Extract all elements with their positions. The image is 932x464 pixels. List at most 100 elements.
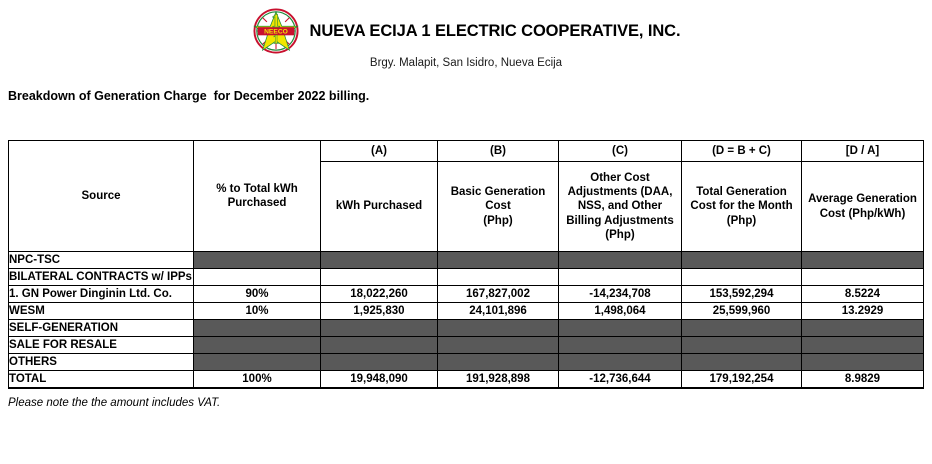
cell-basic-generation-cost: [437, 336, 559, 354]
vat-footnote: Please note the the amount includes VAT.: [8, 397, 221, 409]
column-header-avg-line-1: Average Generation: [808, 193, 917, 206]
column-code-d-over-a: [D / A]: [801, 140, 924, 162]
column-header-basic-line-3: (Php): [483, 214, 513, 227]
row-label: BILATERAL CONTRACTS w/ IPPs: [8, 268, 194, 286]
column-header-pct-total-kwh: % to Total kWh Purchased: [193, 140, 321, 252]
cell-kwh-purchased: 1,925,830: [320, 302, 438, 320]
column-header-basic-generation-cost: Basic Generation Cost (Php): [437, 161, 559, 252]
row-label: 1. GN Power Dinginin Ltd. Co.: [8, 285, 194, 303]
column-header-total-line-2: Cost for the Month: [690, 200, 793, 213]
cell-average-generation-cost: 8.5224: [801, 285, 924, 303]
column-header-basic-line-2: Cost: [485, 200, 511, 213]
column-code-d: (D = B + C): [681, 140, 802, 162]
cell-kwh-purchased: [320, 319, 438, 337]
svg-text:1: 1: [271, 11, 281, 32]
column-header-other-line-1: Other Cost: [590, 172, 650, 185]
cell-other-cost-adjustments: [558, 336, 682, 354]
column-header-pct-line-1: % to Total kWh: [216, 182, 298, 195]
row-label: OTHERS: [8, 353, 194, 371]
svg-text:1: 1: [272, 32, 278, 46]
letterhead-row: NEECO 1 1 NUEVA ECIJA 1 ELECTRIC COOPERA…: [252, 8, 681, 54]
column-header-total-line-1: Total Generation: [696, 186, 787, 199]
column-code-c: (C): [558, 140, 682, 162]
company-name: NUEVA ECIJA 1 ELECTRIC COOPERATIVE, INC.: [309, 21, 681, 40]
cell-other-cost-adjustments: -14,234,708: [558, 285, 682, 303]
cell-average-generation-cost: [801, 268, 924, 286]
table-header-code-row: Source % to Total kWh Purchased (A) (B) …: [8, 140, 924, 252]
column-header-basic-line-1: Basic Generation: [450, 186, 546, 199]
table-row: OTHERS: [8, 353, 924, 371]
column-header-kwh-line-1: kWh Purchased: [335, 200, 423, 213]
table-row: BILATERAL CONTRACTS w/ IPPs: [8, 268, 924, 286]
column-header-other-line-4: Billing Adjustments: [566, 214, 674, 227]
cell-basic-generation-cost: [437, 251, 559, 269]
column-header-source: Source: [8, 140, 194, 252]
table-row: NPC-TSC: [8, 251, 924, 269]
column-code-a: (A): [320, 140, 438, 162]
table-row: SALE FOR RESALE: [8, 336, 924, 354]
column-code-b: (B): [437, 140, 559, 162]
table-row: 1. GN Power Dinginin Ltd. Co. 90% 18,022,2…: [8, 285, 924, 303]
cell-total-generation-cost: [681, 353, 802, 371]
cell-basic-generation-cost: [437, 319, 559, 337]
cell-average-generation-cost: [801, 251, 924, 269]
cell-total-generation-cost: 153,592,294: [681, 285, 802, 303]
table-body: NPC-TSC BILATERAL CONTRACTS w/ IPPs 1. GN …: [8, 251, 924, 389]
total-cell-other-cost-adjustments: -12,736,644: [558, 370, 682, 389]
cell-total-generation-cost: [681, 319, 802, 337]
row-label: WESM: [8, 302, 194, 320]
column-header-other-line-5: (Php): [605, 228, 635, 241]
column-header-avg-line-2: Cost (Php/kWh): [819, 207, 906, 220]
column-header-total-generation-cost: Total Generation Cost for the Month (Php…: [681, 161, 802, 252]
generation-charge-breakdown-table: Source % to Total kWh Purchased (A) (B) …: [8, 140, 924, 389]
column-header-average-generation-cost: Average Generation Cost (Php/kWh): [801, 161, 924, 252]
cell-pct-total-kwh: [193, 336, 321, 354]
cell-kwh-purchased: [320, 268, 438, 286]
cell-basic-generation-cost: 24,101,896: [437, 302, 559, 320]
cell-other-cost-adjustments: [558, 319, 682, 337]
svg-text:NEECO: NEECO: [264, 29, 288, 36]
table-header: Source % to Total kWh Purchased (A) (B) …: [8, 140, 924, 252]
row-label: NPC-TSC: [8, 251, 194, 269]
total-cell-average-generation-cost: 8.9829: [801, 370, 924, 389]
cell-other-cost-adjustments: 1,498,064: [558, 302, 682, 320]
cell-total-generation-cost: [681, 251, 802, 269]
cell-pct-total-kwh: [193, 268, 321, 286]
table-total-row: TOTAL 100% 19,948,090 191,928,898 -12,736,64…: [8, 370, 924, 389]
cell-basic-generation-cost: [437, 353, 559, 371]
cell-other-cost-adjustments: [558, 268, 682, 286]
cell-pct-total-kwh: [193, 319, 321, 337]
total-cell-pct-total-kwh: 100%: [193, 370, 321, 389]
cell-pct-total-kwh: [193, 353, 321, 371]
column-header-pct-line-2: Purchased: [227, 197, 287, 209]
total-cell-total-generation-cost: 179,192,254: [681, 370, 802, 389]
column-header-source-label: Source: [81, 189, 121, 202]
cell-pct-total-kwh: 10%: [193, 302, 321, 320]
cell-kwh-purchased: 18,022,260: [320, 285, 438, 303]
cell-pct-total-kwh: [193, 251, 321, 269]
cell-kwh-purchased: [320, 251, 438, 269]
total-cell-kwh-purchased: 19,948,090: [320, 370, 438, 389]
cell-average-generation-cost: 13.2929: [801, 302, 924, 320]
column-header-total-line-3: (Php): [726, 214, 757, 227]
cell-other-cost-adjustments: [558, 353, 682, 371]
cell-basic-generation-cost: [437, 268, 559, 286]
column-header-other-line-3: NSS, and Other: [577, 200, 663, 213]
row-label: SALE FOR RESALE: [8, 336, 194, 354]
row-label: SELF-GENERATION: [8, 319, 194, 337]
total-row-label: TOTAL: [8, 370, 194, 389]
cell-average-generation-cost: [801, 353, 924, 371]
cell-basic-generation-cost: 167,827,002: [437, 285, 559, 303]
cell-average-generation-cost: [801, 336, 924, 354]
table-row: SELF-GENERATION: [8, 319, 924, 337]
cell-kwh-purchased: [320, 353, 438, 371]
breakdown-title: Breakdown of Generation Charge for Decem…: [8, 89, 370, 103]
table-row: WESM 10% 1,925,830 24,101,896 1,498,064 25,59…: [8, 302, 924, 320]
cell-total-generation-cost: [681, 268, 802, 286]
neeco-1-cooperative-logo-icon: NEECO 1 1: [252, 8, 300, 54]
column-header-other-cost-adjustments: Other Cost Adjustments (DAA, NSS, and Ot…: [558, 161, 682, 252]
cell-total-generation-cost: [681, 336, 802, 354]
company-address: Brgy. Malapit, San Isidro, Nueva Ecija: [369, 57, 563, 69]
cell-average-generation-cost: [801, 319, 924, 337]
letterhead: NEECO 1 1 NUEVA ECIJA 1 ELECTRIC COOPERA…: [0, 8, 932, 69]
